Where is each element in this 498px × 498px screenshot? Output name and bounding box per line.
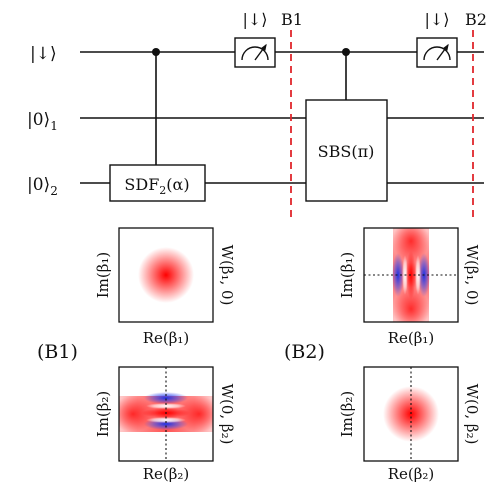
wigner-fringe-negative: [392, 253, 404, 297]
barrier-b2-label: B2: [465, 10, 487, 29]
svg-text:SDF2(α): SDF2(α): [124, 175, 189, 197]
measurement-1-label: |↓⟩: [242, 10, 267, 29]
wigner-fringe-negative: [144, 392, 188, 404]
plot-b1-top-wlabel: W(β₁, 0): [218, 245, 236, 306]
panel-label-b2: (B2): [284, 341, 325, 363]
sdf-gate: SDF2(α): [109, 164, 206, 202]
plot-b2-bottom-wlabel: W(0, β₂): [463, 384, 481, 445]
plot-b2-bottom: Re(β₂) Im(β₂) W(0, β₂): [338, 366, 481, 483]
plot-b1-top: Re(β₁) Im(β₁) W(β₁, 0): [94, 227, 236, 347]
plot-b1-bottom-ylabel: Im(β₂): [94, 391, 112, 438]
measurement-2: |↓⟩: [416, 10, 458, 68]
plot-b2-top: Re(β₁) Im(β₁) W(β₁, 0): [338, 227, 481, 347]
plot-b1-top-ylabel: Im(β₁): [94, 252, 112, 299]
panel-label-b1: (B1): [37, 341, 78, 363]
plot-b2-top-xlabel: Re(β₁): [388, 329, 435, 347]
plot-b2-bottom-ylabel: Im(β₂): [338, 391, 356, 438]
plot-b1-top-xlabel: Re(β₁): [143, 329, 190, 347]
sdf-control-dot: [152, 48, 160, 56]
sbs-gate: SBS(π): [305, 99, 388, 202]
qubit-label-mode-2: |0⟩2: [27, 175, 58, 198]
qubit-label-mode-1: |0⟩1: [27, 110, 58, 133]
measurement-1: |↓⟩: [234, 10, 276, 68]
plot-b1-bottom: Re(β₂) Im(β₂) W(0, β₂): [94, 366, 236, 483]
plot-b1-bottom-wlabel: W(0, β₂): [218, 384, 236, 445]
plot-b2-bottom-xlabel: Re(β₂): [388, 465, 435, 483]
plot-b2-top-ylabel: Im(β₁): [338, 252, 356, 299]
plot-b1-bottom-xlabel: Re(β₂): [143, 465, 190, 483]
measurement-2-label: |↓⟩: [424, 10, 449, 29]
wigner-peak: [138, 247, 194, 303]
circuit: |↓⟩ |0⟩1 |0⟩2 SDF2(α) |↓⟩ B1: [27, 10, 487, 220]
sbs-control-dot: [342, 48, 350, 56]
plot-b2-top-wlabel: W(β₁, 0): [463, 245, 481, 306]
barrier-b1-label: B1: [281, 10, 303, 29]
qubit-label-spin: |↓⟩: [30, 44, 57, 64]
svg-text:SBS(π): SBS(π): [318, 142, 375, 161]
